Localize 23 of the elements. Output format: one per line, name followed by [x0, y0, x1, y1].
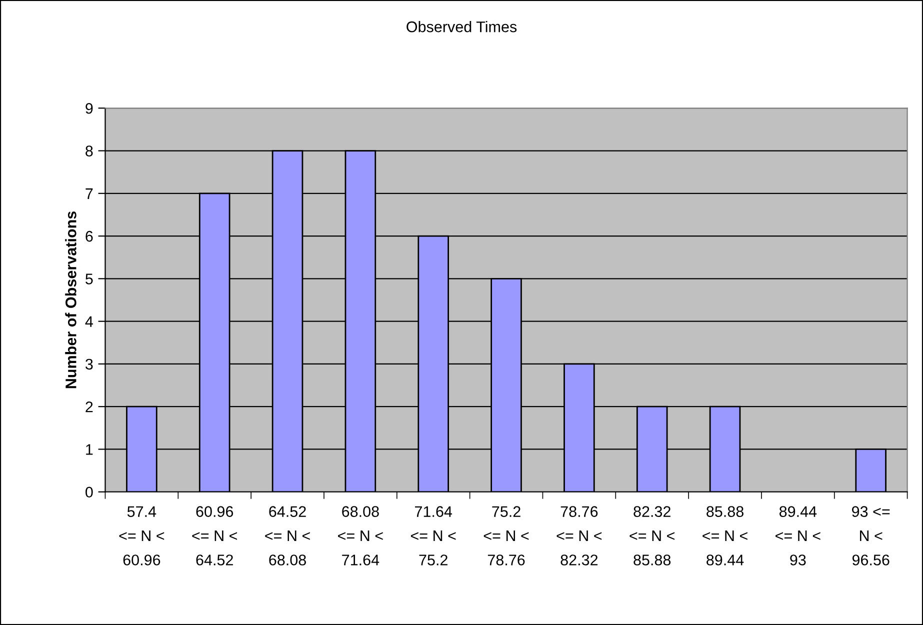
y-tick-label: 7 — [86, 188, 93, 199]
y-tick-label: 1 — [86, 444, 93, 455]
y-tick-label: 5 — [86, 274, 93, 284]
x-tick-label: 82.32 <= N < 85.88 — [630, 506, 674, 566]
x-tick-label: 68.08 <= N < 71.64 — [338, 506, 383, 566]
x-tick-label: 64.52 <= N < 68.08 — [265, 506, 310, 566]
x-tick-label: 78.76 <= N < 82.32 — [556, 506, 602, 566]
x-tick-label: 75.2 <= N < 78.76 — [484, 506, 529, 566]
y-tick-label: 2 — [86, 401, 93, 412]
x-tick-label: 60.96 <= N < 64.52 — [192, 506, 237, 566]
y-tick-label: 4 — [85, 316, 93, 327]
y-tick-label: 3 — [86, 358, 93, 370]
y-tick-label: 8 — [86, 146, 93, 156]
y-tick-label: 6 — [86, 230, 93, 242]
y-axis-title: Number of Observations — [65, 211, 76, 388]
chart-title: Observed Times — [406, 21, 517, 32]
x-tick-label: 93 <= N < 96.56 — [852, 506, 890, 566]
y-tick-label: 9 — [86, 102, 93, 114]
y-tick-label: 0 — [86, 486, 93, 498]
x-tick-label: 85.88 <= N < 89.44 — [702, 506, 748, 566]
x-tick-label: 71.64 <= N < 75.2 — [410, 506, 456, 566]
x-tick-label: 89.44 <= N < 93 — [776, 506, 820, 566]
x-tick-label: 57.4 <= N < 60.96 — [119, 506, 164, 566]
